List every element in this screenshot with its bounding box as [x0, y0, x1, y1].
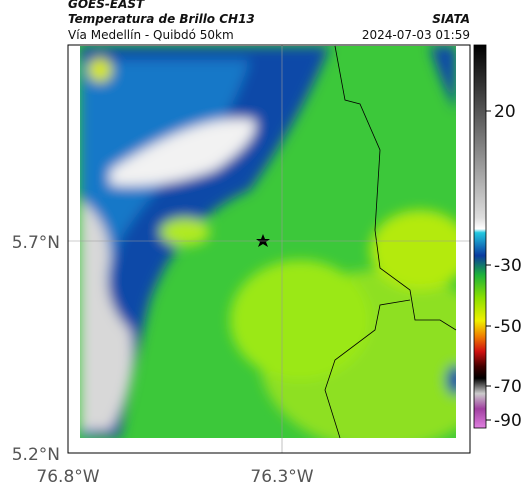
- satellite-image: [80, 45, 457, 439]
- colorbar-ticks: 20 -30 -50 -70 -90: [486, 102, 522, 431]
- border: [334, 45, 457, 331]
- datetime: 2024-07-03 01:59: [362, 28, 470, 42]
- source: GOES-EAST: [68, 0, 145, 11]
- org: SIATA: [432, 12, 470, 26]
- colorbar: [473, 44, 487, 429]
- subtitle: Vía Medellín - Quibdó 50km: [68, 28, 234, 42]
- lat-label: 5.2°N: [12, 445, 60, 465]
- colorbar-label: -70: [494, 377, 522, 397]
- lon-label: 76.8°W: [36, 467, 99, 487]
- colorbar-label: -30: [494, 256, 522, 276]
- border: [324, 299, 411, 439]
- lon-label: 76.3°W: [250, 467, 313, 487]
- map-frame: [67, 44, 471, 454]
- colorbar-label: 20: [494, 102, 516, 122]
- colorbar-label: -90: [494, 411, 522, 431]
- colorbar-label: -50: [494, 317, 522, 337]
- graticule: [68, 45, 470, 453]
- lat-label: 5.7°N: [12, 233, 60, 253]
- title: Temperatura de Brillo CH13: [68, 12, 255, 26]
- city-marker: [256, 234, 270, 247]
